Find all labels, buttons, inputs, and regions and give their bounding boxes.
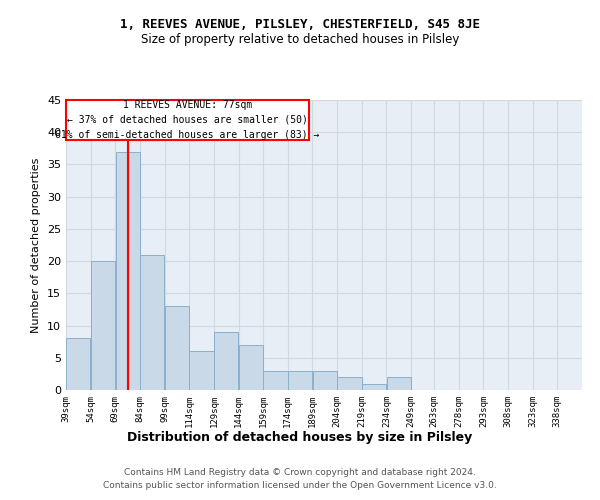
Text: 1 REEVES AVENUE: 77sqm
← 37% of detached houses are smaller (50)
61% of semi-det: 1 REEVES AVENUE: 77sqm ← 37% of detached… — [55, 100, 320, 140]
Text: Contains HM Land Registry data © Crown copyright and database right 2024.: Contains HM Land Registry data © Crown c… — [124, 468, 476, 477]
Bar — [214, 332, 238, 390]
Bar — [190, 352, 214, 390]
Bar — [91, 261, 115, 390]
Text: Size of property relative to detached houses in Pilsley: Size of property relative to detached ho… — [141, 32, 459, 46]
Bar — [362, 384, 386, 390]
Bar — [239, 345, 263, 390]
Bar — [386, 377, 411, 390]
Bar — [140, 254, 164, 390]
Bar — [116, 152, 140, 390]
Bar — [263, 370, 287, 390]
FancyBboxPatch shape — [66, 100, 309, 140]
Text: 1, REEVES AVENUE, PILSLEY, CHESTERFIELD, S45 8JE: 1, REEVES AVENUE, PILSLEY, CHESTERFIELD,… — [120, 18, 480, 30]
Text: Distribution of detached houses by size in Pilsley: Distribution of detached houses by size … — [127, 431, 473, 444]
Bar — [337, 377, 362, 390]
Text: Contains public sector information licensed under the Open Government Licence v3: Contains public sector information licen… — [103, 480, 497, 490]
Bar — [165, 306, 189, 390]
Bar — [313, 370, 337, 390]
Bar — [66, 338, 91, 390]
Y-axis label: Number of detached properties: Number of detached properties — [31, 158, 41, 332]
Bar — [288, 370, 312, 390]
